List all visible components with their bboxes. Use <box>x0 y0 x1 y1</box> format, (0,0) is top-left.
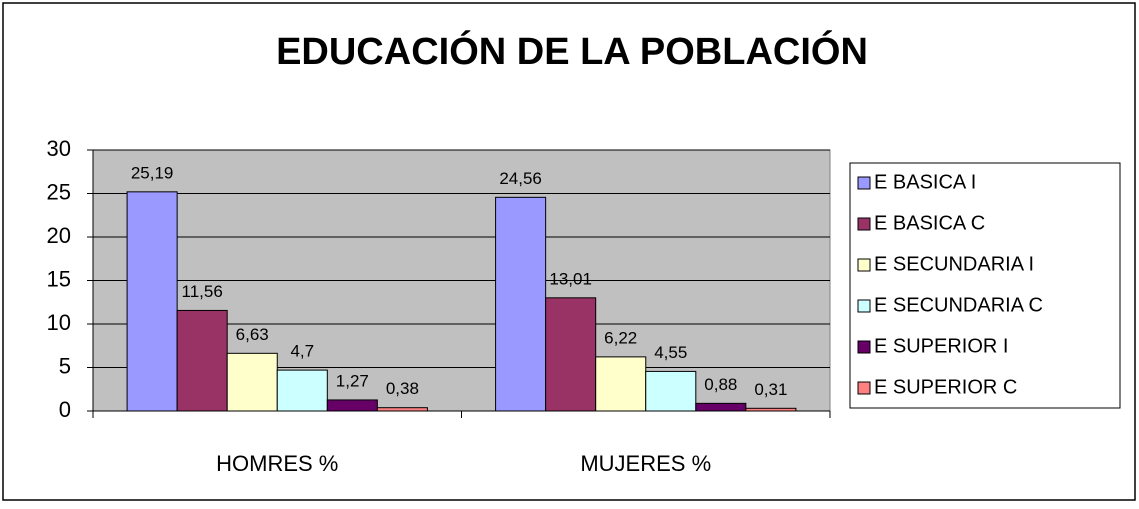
x-tick-label: MUJERES % <box>580 451 711 476</box>
bar <box>176 309 228 412</box>
y-tick-label: 15 <box>47 266 71 291</box>
data-label: 6,22 <box>604 328 637 347</box>
bar <box>226 352 278 412</box>
legend-swatch <box>857 381 871 395</box>
legend-swatch <box>857 340 871 354</box>
legend-label: E BASICA C <box>874 212 985 234</box>
legend-label: E SUPERIOR I <box>874 335 1008 357</box>
bar <box>695 402 747 412</box>
data-label: 24,56 <box>499 169 542 188</box>
y-tick-label: 10 <box>47 310 71 335</box>
bar <box>495 196 547 412</box>
bar <box>276 369 328 412</box>
legend-label: E BASICA I <box>874 171 976 193</box>
y-tick-label: 20 <box>47 223 71 248</box>
bar <box>545 297 597 412</box>
legend-swatch <box>857 176 871 190</box>
data-label: 11,56 <box>182 282 223 301</box>
bar <box>376 407 428 412</box>
legend-swatch <box>857 258 871 272</box>
y-tick-label: 0 <box>59 397 71 422</box>
y-tick-label: 5 <box>59 353 71 378</box>
legend-swatch <box>857 299 871 313</box>
data-label: 1,27 <box>336 371 369 390</box>
bar <box>126 191 178 412</box>
bar <box>645 370 697 412</box>
legend-label: E SECUNDARIA I <box>874 253 1034 275</box>
data-label: 25,19 <box>131 163 174 182</box>
data-label: 6,63 <box>236 325 269 344</box>
bar <box>595 356 647 412</box>
bar <box>326 399 378 412</box>
data-label: 0,31 <box>754 380 787 399</box>
y-tick-label: 30 <box>47 136 71 161</box>
legend-box <box>849 162 1121 409</box>
bar <box>745 407 797 412</box>
data-label: 0,38 <box>386 379 419 398</box>
x-tick-label: HOMRES % <box>216 451 338 476</box>
y-tick-label: 25 <box>47 179 71 204</box>
data-label: 4,55 <box>654 343 687 362</box>
chart-title: EDUCACIÓN DE LA POBLACIÓN <box>276 29 868 73</box>
legend-label: E SECUNDARIA C <box>874 294 1043 316</box>
legend-swatch <box>857 217 871 231</box>
legend-label: E SUPERIOR C <box>874 376 1017 398</box>
data-label: 13,01 <box>549 269 592 288</box>
data-label: 4,7 <box>290 342 314 361</box>
data-label: 0,88 <box>704 375 737 394</box>
